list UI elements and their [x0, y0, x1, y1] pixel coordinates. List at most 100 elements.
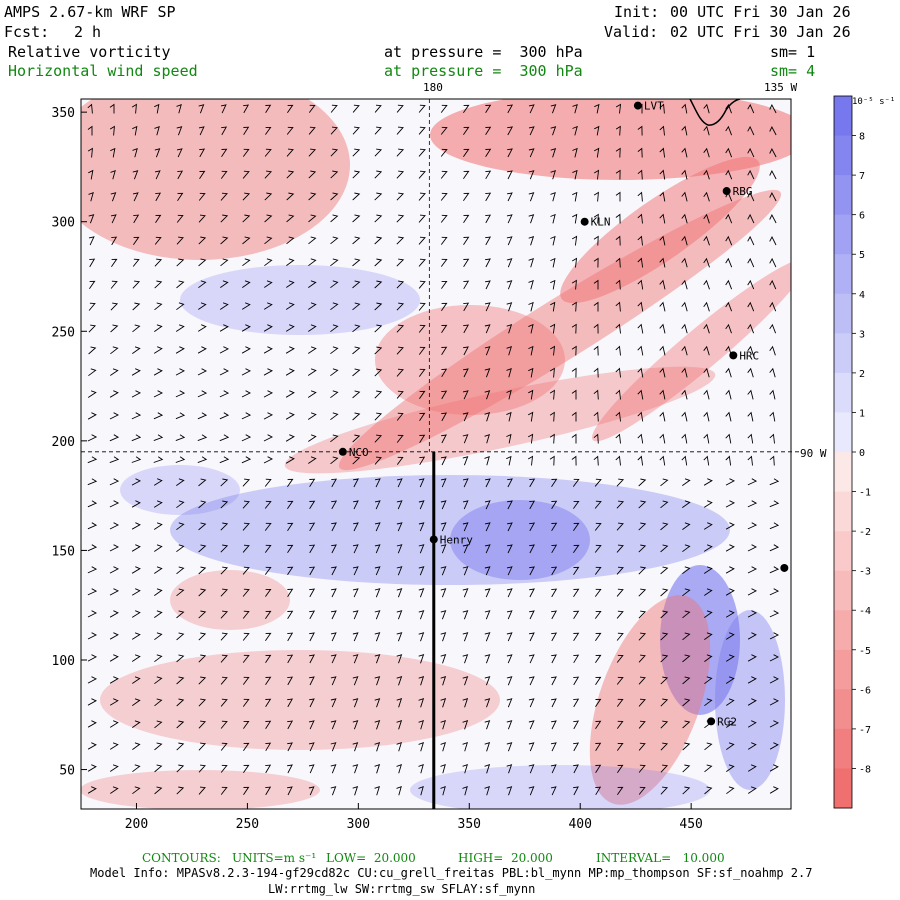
- wind-barb-52: [507, 126, 514, 136]
- wind-barb-404: [506, 367, 512, 378]
- wind-barb-639: [747, 522, 758, 530]
- wind-barb-433: [441, 390, 448, 400]
- wind-barb-193: [88, 236, 95, 246]
- wind-barb-638: [725, 522, 735, 530]
- wind-barb-663: [573, 544, 580, 553]
- wind-barb-232: [242, 258, 251, 267]
- wind-barb-624: [418, 522, 425, 532]
- wind-barb-973: [352, 764, 359, 774]
- wind-barb-832: [769, 654, 779, 662]
- wind-barb-939: [308, 742, 315, 752]
- wind-barb-359: [219, 346, 230, 354]
- wind-barb-174: [374, 214, 383, 223]
- wind-barb-69: [176, 148, 183, 158]
- wind-barb-848: [418, 676, 425, 686]
- wind-barb-585: [264, 500, 272, 509]
- wind-barb-484: [153, 434, 164, 442]
- wind-barb-930: [109, 742, 119, 750]
- wind-barb-345: [615, 323, 621, 334]
- wind-barb-330: [285, 324, 295, 332]
- wind-barb-202: [286, 236, 295, 245]
- wind-barb-136: [242, 192, 251, 201]
- wind-barb-396: [330, 368, 339, 377]
- wind-barb-752: [418, 610, 425, 620]
- wind-barb-500: [506, 433, 512, 444]
- colorbar-label--6: -6: [859, 685, 871, 696]
- wind-barb-285: [703, 279, 710, 290]
- wind-barb-817: [440, 654, 447, 664]
- wind-barb-375: [571, 345, 577, 356]
- colorbar-label--7: -7: [859, 725, 871, 736]
- wind-barb-803: [131, 654, 141, 662]
- wind-barb-526: [374, 456, 382, 465]
- wind-barb-734: [725, 588, 735, 596]
- wind-barb-493: [352, 434, 361, 443]
- wind-barb-275: [485, 280, 491, 290]
- wind-barb-43: [308, 126, 316, 135]
- wind-barb-451: [131, 412, 142, 420]
- wind-barb-793: [616, 632, 624, 641]
- wind-barb-189: [703, 213, 710, 224]
- wind-barb-641: [87, 544, 98, 552]
- wind-barb-846: [374, 676, 381, 686]
- wind-barb-476: [681, 411, 688, 422]
- station-rbg-label: RBG: [733, 185, 753, 198]
- wind-barb-59: [659, 125, 665, 136]
- wind-barb-722: [462, 588, 469, 598]
- wind-barb-17: [440, 104, 448, 113]
- wind-barb-1011: [484, 785, 490, 796]
- wind-barb-727: [573, 588, 580, 598]
- wind-barb-1008: [418, 785, 424, 796]
- wind-barb-777: [265, 632, 272, 641]
- wind-barb-282: [637, 279, 644, 290]
- wind-barb-791: [573, 632, 580, 642]
- wind-barb-565: [529, 478, 536, 488]
- wind-barb-333: [352, 324, 361, 333]
- wind-barb-416: [769, 367, 776, 378]
- wind-barb-553: [264, 478, 272, 487]
- wind-barb-741: [176, 610, 185, 619]
- wind-barb-625: [440, 522, 447, 532]
- wind-barb-471: [571, 411, 577, 422]
- wind-barb-109: [352, 170, 361, 179]
- wind-barb-614: [198, 522, 207, 531]
- wind-barb-491: [308, 434, 317, 442]
- wind-barb-1024: [769, 786, 779, 794]
- wind-barb-800: [769, 632, 779, 640]
- wind-barb-789: [528, 632, 535, 642]
- wind-barb-928: [769, 720, 780, 728]
- wind-barb-133: [177, 192, 184, 201]
- wind-barb-935: [220, 742, 228, 751]
- wind-barb-570: [638, 478, 647, 487]
- coastline: [689, 99, 741, 126]
- wind-barb-103: [220, 170, 228, 179]
- wind-barb-684: [331, 566, 337, 576]
- wind-barb-988: [682, 764, 691, 773]
- wind-barb-815: [396, 654, 403, 664]
- wind-barb-477: [703, 411, 710, 422]
- wind-barb-185: [615, 213, 621, 224]
- wind-barb-220: [681, 235, 688, 246]
- wind-barb-917: [528, 720, 535, 730]
- wind-barb-711: [220, 588, 229, 597]
- wind-barb-568: [594, 478, 602, 487]
- wind-barb-452: [153, 412, 164, 420]
- wind-barb-593: [440, 500, 447, 510]
- wind-barb-101: [177, 170, 184, 180]
- wind-barb-342: [549, 323, 556, 334]
- wind-barb-880: [418, 697, 425, 708]
- wind-barb-521: [263, 456, 273, 464]
- wind-barb-679: [220, 566, 229, 575]
- wind-barb-792: [595, 632, 602, 641]
- vorticity-region-17: [120, 465, 240, 515]
- wind-barb-119: [572, 169, 578, 180]
- wind-barb-380: [681, 345, 688, 356]
- wind-barb-51: [485, 126, 492, 136]
- wind-barb-86: [550, 148, 557, 158]
- wind-barb-869: [176, 698, 185, 707]
- wind-barb-276: [506, 280, 513, 290]
- wind-barb-372: [506, 345, 512, 356]
- wind-barb-720: [418, 588, 425, 598]
- wind-barb-446: [725, 389, 732, 400]
- wind-barb-368: [418, 346, 426, 355]
